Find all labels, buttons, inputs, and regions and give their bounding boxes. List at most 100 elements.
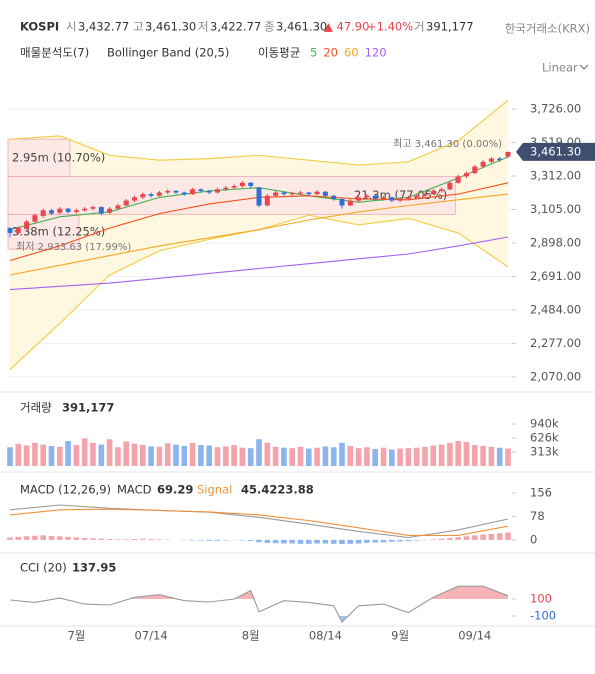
last-price: 3,461.30 (530, 144, 581, 158)
volume-bar (256, 439, 262, 466)
x-tick-label: 7월 (67, 629, 85, 643)
bollinger-band (10, 100, 508, 370)
volume-bar (214, 447, 221, 466)
candle-body (65, 208, 71, 212)
cci-title: CCI (20) (20, 561, 67, 575)
macd-label: MACD (117, 483, 152, 497)
indicator-line (9, 585, 509, 623)
candle-body (107, 208, 113, 213)
volume-current: 391,177 (62, 401, 114, 415)
candle-body (239, 182, 245, 187)
macd-histogram-bar (189, 539, 196, 541)
volume-bar (65, 441, 71, 466)
x-tick-label: 8월 (242, 629, 260, 643)
volume-bar (272, 446, 279, 466)
volume-bar (57, 446, 63, 466)
macd-histogram-bar (239, 539, 246, 541)
candle-body (173, 190, 179, 193)
macd-histogram-bar (15, 536, 22, 540)
volume-bar (81, 438, 88, 466)
volume-bar (455, 441, 461, 466)
profile-indicator[interactable]: 매물분석도(7) (20, 46, 89, 60)
candle-body (140, 194, 146, 198)
candle-body (98, 207, 104, 214)
volume-bar (181, 445, 188, 466)
y-tick-label: 940k (530, 417, 559, 431)
macd-histogram-bar (131, 538, 138, 540)
candle-body (281, 192, 287, 195)
candle-body (123, 200, 129, 206)
candle-body (472, 166, 478, 174)
y-tick-label: 156 (530, 485, 552, 499)
volume-bar (106, 439, 113, 466)
volume-bar (123, 441, 129, 466)
macd-histogram-bar (264, 539, 271, 543)
macd-histogram-bar (372, 539, 378, 543)
ma-legend-item: 60 (344, 46, 359, 60)
volume-bar (364, 447, 370, 466)
macd-histogram-bar (98, 538, 105, 540)
candle-body (505, 151, 511, 157)
y-tick-label: 2,070.00 (530, 369, 581, 383)
volume-label: 거 (414, 20, 425, 34)
volume-bar (189, 442, 196, 466)
macd-histogram-bar (455, 537, 461, 540)
candle-body (397, 198, 403, 201)
volume-value: 391,177 (426, 20, 474, 34)
macd-histogram-bar (289, 539, 295, 544)
volume-bar (115, 447, 121, 466)
macd-histogram-bar (90, 538, 96, 540)
y-tick-label: -100 (530, 609, 556, 623)
volume-bar (73, 445, 80, 466)
volume-bar (505, 448, 511, 466)
candle-body (347, 200, 353, 206)
macd-histogram-bar (32, 535, 38, 540)
macd-histogram-bar (123, 539, 129, 540)
y-tick-label: 78 (530, 509, 545, 523)
macd-histogram-bar (206, 539, 212, 541)
candle-body (256, 187, 262, 206)
candle-body (439, 189, 445, 191)
macd-histogram-bar (463, 536, 470, 540)
candle-body (165, 190, 171, 193)
volume-profile-label: 3.38m (12.25%) (12, 224, 105, 238)
macd-histogram-bar (438, 538, 445, 540)
candle-body (57, 208, 63, 213)
macd-histogram-bar (306, 539, 312, 544)
macd-histogram-bar (297, 539, 304, 544)
scale-mode[interactable]: Linear (542, 61, 578, 75)
indicator-line (9, 508, 509, 536)
volume-bar (148, 446, 154, 466)
y-tick-label: 2,898.00 (530, 235, 581, 249)
macd-histogram-bar (23, 536, 30, 540)
volume-bar (239, 447, 246, 466)
macd-histogram-bar (397, 539, 403, 542)
volume-bar (247, 448, 254, 466)
candle-body (198, 189, 204, 191)
macd-histogram-bar (156, 539, 163, 540)
volume-bar (405, 448, 412, 466)
volume-bar (281, 447, 287, 466)
candle-body (32, 215, 38, 222)
y-tick-label: 2,277.00 (530, 336, 581, 350)
ma-indicator[interactable]: 이동평균 (258, 46, 300, 60)
macd-histogram-bar (198, 539, 204, 541)
high-label: 고 (133, 20, 144, 34)
candle-body (156, 192, 162, 196)
low-label: 저 (198, 20, 209, 34)
y-tick-label: 3,726.00 (530, 102, 581, 116)
candle-body (7, 228, 13, 233)
macd-histogram-bar (214, 539, 221, 541)
macd-histogram-bar (405, 539, 412, 542)
candle-body (389, 197, 395, 201)
bollinger-indicator[interactable]: Bollinger Band (20,5) (107, 46, 229, 60)
low-annotation: 최저 2,933.63 (17.99%) (16, 241, 131, 253)
volume-bar (413, 447, 420, 466)
volume-bar (422, 446, 428, 466)
dropdown-chevron[interactable] (579, 64, 589, 70)
candle-body (356, 197, 362, 201)
volume-bar (206, 445, 212, 466)
candle-body (273, 192, 279, 196)
volume-profile-label: 2.95m (10.70%) (12, 150, 105, 164)
macd-histogram-bar (81, 538, 88, 540)
